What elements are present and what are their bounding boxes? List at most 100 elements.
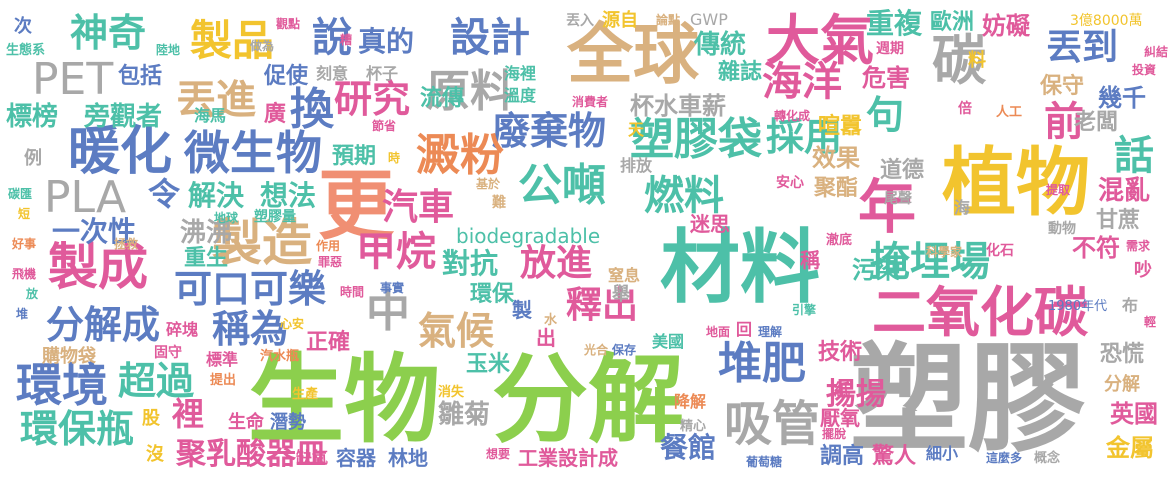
word: 輕	[1144, 315, 1157, 329]
word: 溫度	[504, 86, 537, 105]
word: 海洋	[762, 59, 842, 105]
word: 超過	[118, 359, 195, 403]
word: 論點	[656, 13, 681, 27]
word: 環保	[470, 282, 515, 307]
word: 尾聲	[884, 191, 912, 207]
word: 丟到	[1046, 27, 1119, 68]
word: 話	[1114, 133, 1154, 179]
word: 神奇	[70, 11, 147, 55]
word: 生產	[292, 387, 319, 402]
word: 植物	[942, 140, 1090, 226]
word: 生物	[248, 344, 440, 456]
word: 吵	[1134, 260, 1152, 281]
word: 罪惡	[318, 255, 343, 269]
word: 杯水車薪	[630, 92, 726, 120]
word: 聚乳酸器皿	[176, 437, 326, 472]
word: 擺脫	[822, 427, 847, 441]
word: 年	[858, 173, 917, 241]
word: 工業設計成	[518, 446, 618, 470]
word: 短	[18, 207, 31, 221]
word: 調高	[820, 444, 865, 469]
word: 採用	[766, 115, 843, 159]
word: 刻意	[316, 64, 349, 83]
word: 料	[968, 50, 986, 71]
word: PLA	[44, 172, 127, 223]
word: 放進	[520, 243, 593, 284]
word: 人工	[996, 105, 1023, 120]
word: 裡	[172, 395, 205, 433]
word: 地面	[706, 325, 731, 339]
word: 天	[628, 120, 645, 139]
word: 中	[366, 286, 410, 337]
word: 吸管	[724, 396, 821, 452]
word: 環境	[16, 358, 108, 412]
word: 排放	[620, 156, 653, 175]
word: PET	[32, 54, 114, 105]
word: 科學家	[926, 245, 963, 259]
word: 真的	[358, 25, 415, 58]
word: 飛機	[12, 267, 37, 281]
word: 迷思	[690, 212, 730, 236]
word: 製	[512, 298, 532, 322]
word: 英國	[1110, 400, 1158, 428]
word: 海馬	[194, 106, 227, 125]
word: 雜誌	[718, 60, 763, 85]
word: 重生	[184, 246, 229, 271]
word: 恐慌	[1100, 342, 1145, 367]
word: 固守	[154, 345, 182, 361]
word: 布	[1122, 296, 1139, 315]
word: 揚揚	[826, 377, 886, 412]
word: 大氣	[766, 9, 874, 72]
word: 塑膠	[850, 330, 1087, 468]
word: 餐館	[660, 431, 717, 464]
word: 林地	[388, 446, 428, 470]
word: 需求	[1126, 239, 1151, 253]
word: 丟入	[566, 13, 594, 29]
word: 心安	[280, 317, 305, 331]
word: 紙	[834, 380, 851, 399]
word: 水	[544, 313, 558, 328]
word: 汽水瓶	[260, 349, 300, 364]
word: 丟進	[176, 77, 256, 123]
word: 甲烷	[356, 229, 436, 275]
word: 好事	[12, 237, 37, 251]
word: 動物	[1048, 221, 1076, 237]
word: 稱	[800, 248, 820, 272]
word: 歐洲	[930, 10, 975, 35]
word: 碎塊	[166, 320, 199, 339]
word: 二氧化碳	[872, 281, 1088, 344]
word: 化石	[986, 243, 1014, 259]
word: 不符	[1072, 234, 1120, 262]
word: 驚人	[872, 444, 917, 469]
word: 3億8000萬	[1070, 13, 1143, 29]
word: 效果	[812, 144, 860, 172]
word: 股	[142, 408, 160, 429]
word: 出	[536, 326, 556, 350]
word: 危害	[862, 64, 910, 92]
word: 掩埋場	[870, 239, 990, 285]
word: 保守	[1040, 74, 1085, 99]
word: 這麼多	[986, 451, 1023, 465]
word: 全球	[567, 16, 699, 93]
word: 旁觀者	[84, 102, 163, 132]
word: 釋出	[566, 285, 639, 326]
word: 概念	[1034, 451, 1061, 466]
word: 甘蔗	[1096, 208, 1141, 233]
word: 塑膠量	[254, 209, 296, 225]
word: 預期	[332, 144, 377, 169]
word: 週期	[876, 41, 904, 57]
word: 放	[26, 287, 39, 301]
word: 標準	[206, 350, 239, 369]
word: 燃料	[644, 173, 724, 219]
word: 細小	[926, 444, 959, 463]
word: 美國	[652, 332, 685, 351]
word: 拯救	[114, 237, 139, 251]
word: 缺氧	[296, 448, 329, 467]
word: 標榜	[6, 102, 59, 132]
word: 前	[1044, 99, 1084, 145]
word: 碳匯	[8, 187, 33, 201]
word: 汽車	[382, 187, 455, 228]
word: 玉米	[466, 352, 511, 377]
word: 葡萄糖	[746, 455, 783, 469]
